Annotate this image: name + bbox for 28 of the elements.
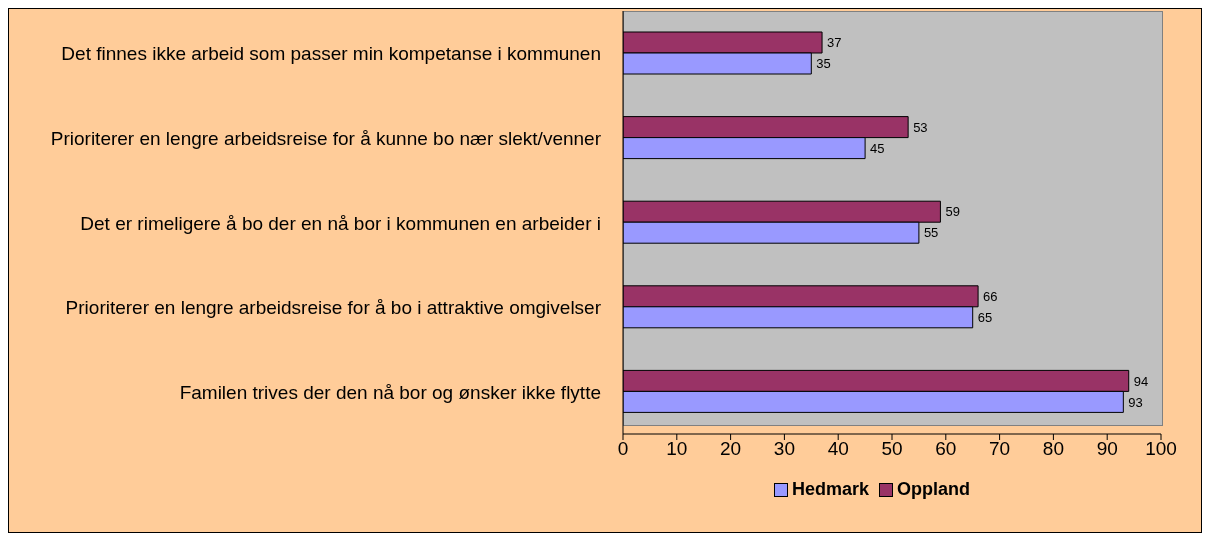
data-label: 94	[1133, 373, 1149, 389]
data-label: 93	[1128, 394, 1143, 410]
data-label: 37	[827, 35, 842, 51]
data-label: 66	[983, 288, 998, 304]
x-tick-label: 70	[989, 438, 1011, 460]
y-tick-label: Det er rimeligere å bo der en nå bor i kommunen en arbeider i	[80, 212, 601, 233]
y-tick-label: Det finnes ikke arbeid som passer min kompetanse i kommunen	[61, 42, 601, 64]
x-tick-label: 60	[935, 438, 957, 460]
legend-label: Hedmark	[790, 479, 870, 500]
data-label: 55	[923, 225, 939, 241]
x-tick-label: 100	[1145, 438, 1177, 460]
data-label: 45	[870, 140, 885, 156]
y-tick-label: Prioriterer en lengre arbeidsreise for å kunne bo nær slekt/venner	[50, 127, 602, 149]
legend-label: Oppland	[896, 479, 971, 500]
y-tick-label: Prioriterer en lengre arbeidsreise for å bo i attraktive omgivelser	[65, 296, 602, 318]
x-tick-label: 0	[617, 438, 629, 460]
x-tick-label: 80	[1042, 438, 1064, 460]
x-tick-label: 10	[666, 438, 688, 460]
y-tick-label: Familen trives der den nå bor og ønsker ikke flytte	[179, 381, 601, 403]
data-label: 59	[945, 204, 960, 220]
x-tick-label: 40	[827, 438, 849, 460]
x-tick-label: 50	[881, 438, 903, 460]
x-tick-label: 90	[1096, 438, 1118, 460]
data-label: 65	[977, 309, 993, 325]
data-label: 53	[913, 119, 928, 135]
data-label: 35	[816, 56, 831, 72]
x-tick-label: 20	[720, 438, 742, 460]
x-tick-label: 30	[773, 438, 795, 460]
